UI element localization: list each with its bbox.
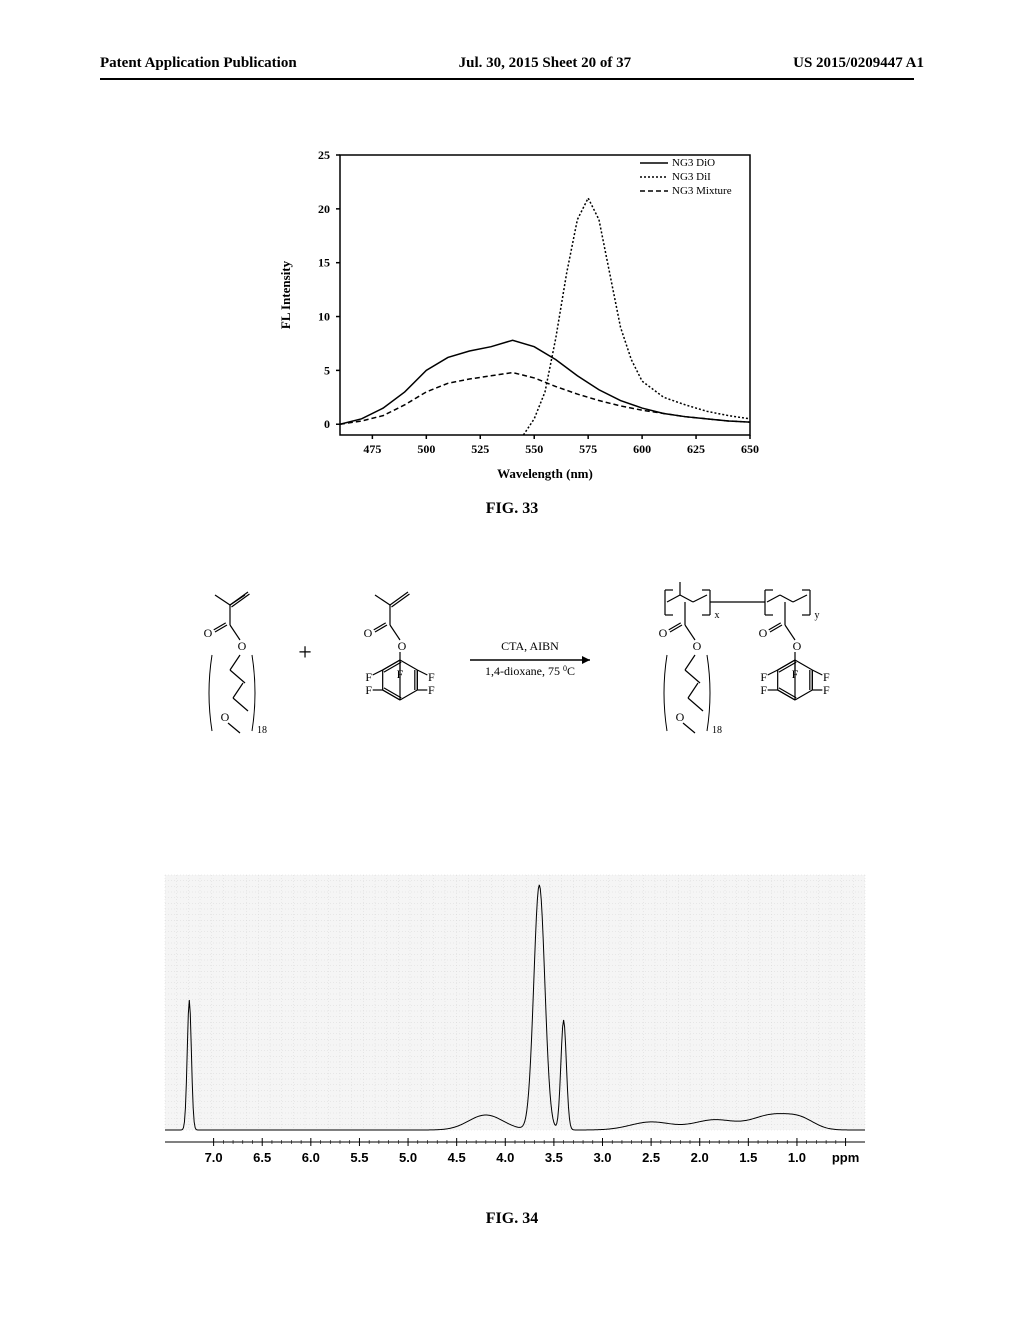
svg-text:7.0: 7.0	[205, 1150, 223, 1165]
svg-text:O: O	[676, 710, 685, 724]
svg-text:O: O	[659, 626, 668, 640]
svg-text:1.0: 1.0	[788, 1150, 806, 1165]
svg-text:4.5: 4.5	[448, 1150, 466, 1165]
svg-text:3.5: 3.5	[545, 1150, 563, 1165]
svg-text:O: O	[238, 639, 247, 653]
svg-text:25: 25	[318, 148, 330, 162]
svg-text:O: O	[398, 639, 407, 653]
svg-text:475: 475	[363, 442, 381, 456]
svg-text:O: O	[759, 626, 768, 640]
svg-text:1,4-dioxane, 75 0C: 1,4-dioxane, 75 0C	[485, 664, 575, 679]
svg-text:20: 20	[318, 202, 330, 216]
svg-text:x: x	[715, 610, 720, 621]
svg-text:F: F	[428, 670, 435, 684]
header-divider	[100, 78, 914, 80]
svg-text:+: +	[298, 640, 312, 666]
svg-text:500: 500	[417, 442, 435, 456]
svg-text:O: O	[793, 639, 802, 653]
svg-text:F: F	[792, 667, 799, 681]
svg-text:5.5: 5.5	[350, 1150, 368, 1165]
svg-text:2.5: 2.5	[642, 1150, 660, 1165]
svg-text:3.0: 3.0	[593, 1150, 611, 1165]
header-right: US 2015/0209447 A1	[793, 55, 924, 72]
svg-text:CTA, AIBN: CTA, AIBN	[501, 639, 559, 653]
svg-text:550: 550	[525, 442, 543, 456]
svg-text:y: y	[815, 610, 820, 621]
svg-text:NG3 Mixture: NG3 Mixture	[672, 185, 732, 197]
svg-text:F: F	[365, 670, 372, 684]
header-center: Jul. 30, 2015 Sheet 20 of 37	[459, 55, 632, 72]
svg-text:18: 18	[257, 725, 267, 736]
svg-text:NG3 DiI: NG3 DiI	[672, 171, 711, 183]
svg-text:525: 525	[471, 442, 489, 456]
svg-text:6.0: 6.0	[302, 1150, 320, 1165]
svg-text:O: O	[221, 710, 230, 724]
svg-text:600: 600	[633, 442, 651, 456]
svg-text:625: 625	[687, 442, 705, 456]
svg-text:10: 10	[318, 310, 330, 324]
svg-text:O: O	[204, 626, 213, 640]
svg-text:15: 15	[318, 256, 330, 270]
page-header: Patent Application Publication Jul. 30, …	[0, 55, 1024, 72]
svg-text:6.5: 6.5	[253, 1150, 271, 1165]
svg-text:O: O	[364, 626, 373, 640]
svg-text:2.0: 2.0	[691, 1150, 709, 1165]
svg-text:F: F	[823, 670, 830, 684]
svg-text:1.5: 1.5	[739, 1150, 757, 1165]
svg-text:FL Intensity: FL Intensity	[278, 260, 293, 329]
svg-text:650: 650	[741, 442, 759, 456]
header-left: Patent Application Publication	[100, 55, 297, 72]
svg-text:0: 0	[324, 417, 330, 431]
nmr-spectrum: 7.0 6.5 6.0 5.5 5.0 4.5 4.0 3.5 3.0 2.5 2.0 1.5 1.0 p…	[150, 870, 880, 1190]
svg-text:4.0: 4.0	[496, 1150, 514, 1165]
svg-text:18: 18	[712, 725, 722, 736]
svg-text:NG3 DiO: NG3 DiO	[672, 157, 715, 169]
svg-text:575: 575	[579, 442, 597, 456]
svg-text:F: F	[397, 667, 404, 681]
svg-text:F: F	[760, 670, 767, 684]
fig33-chart: 475 500 525 550 575 600 625 650 0 5 10 15 20 25 Wavele…	[270, 140, 770, 490]
svg-text:F: F	[365, 683, 372, 697]
svg-text:5: 5	[324, 363, 330, 377]
fig34-caption: FIG. 34	[0, 1210, 1024, 1228]
svg-text:F: F	[823, 683, 830, 697]
svg-text:ppm: ppm	[832, 1150, 859, 1165]
svg-text:5.0: 5.0	[399, 1150, 417, 1165]
svg-text:O: O	[693, 639, 702, 653]
svg-text:Wavelength (nm): Wavelength (nm)	[497, 466, 593, 481]
fig33-caption: FIG. 33	[0, 500, 1024, 518]
chemistry-scheme: OOO18+OOFFFFFCTA, AIBN1,4-dioxane, 75 0C…	[130, 570, 900, 850]
svg-text:F: F	[428, 683, 435, 697]
svg-text:F: F	[760, 683, 767, 697]
